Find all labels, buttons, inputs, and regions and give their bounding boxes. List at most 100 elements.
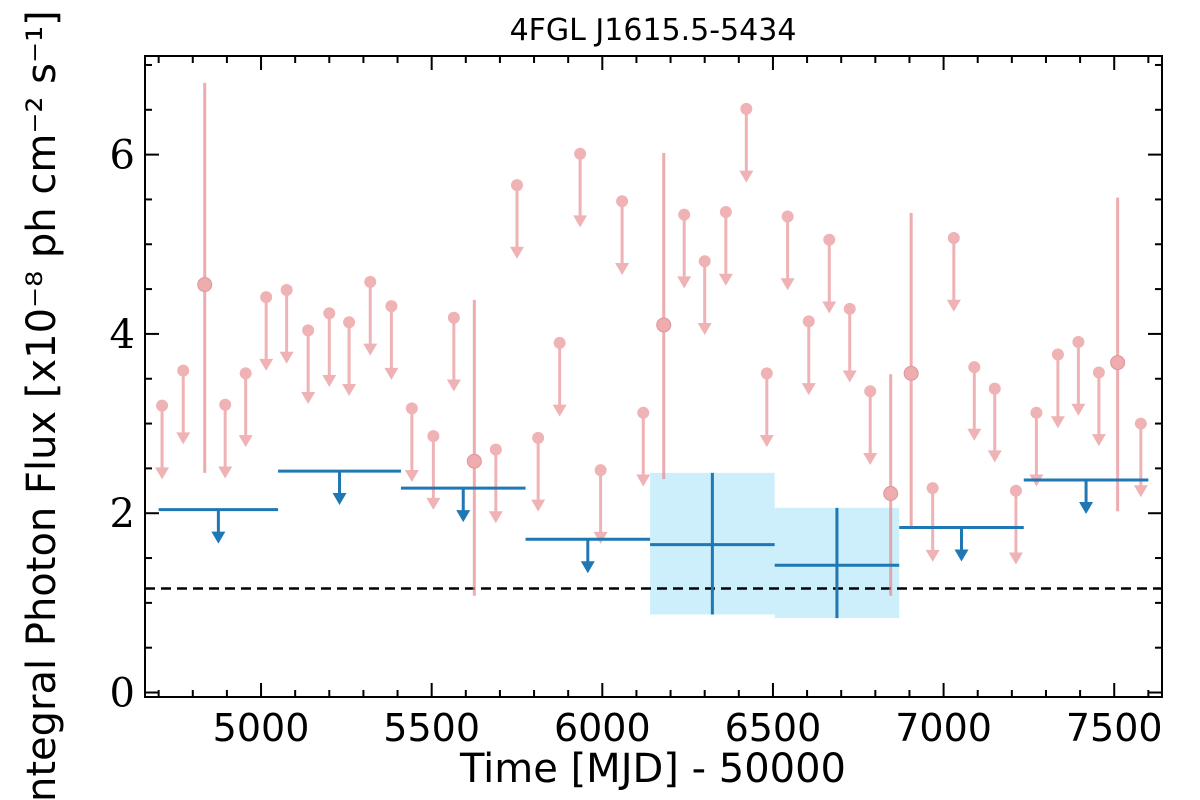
upper-limit-marker	[1030, 406, 1043, 419]
short-bin-upper-limit	[1091, 366, 1106, 447]
upper-limit-marker	[864, 385, 877, 398]
upper-limit-arrowhead	[384, 367, 399, 380]
upper-limit-arrowhead	[322, 375, 337, 388]
short-bin-upper-limit	[238, 367, 253, 448]
short-bin-upper-limit	[615, 195, 630, 275]
upper-limit-arrowhead	[531, 499, 546, 512]
upper-limit-marker	[1072, 335, 1085, 348]
upper-limit-marker	[323, 307, 336, 320]
short-bin-upper-limit	[342, 316, 357, 396]
short-bin-upper-limit	[1071, 335, 1086, 416]
short-bin-upper-limit	[925, 482, 940, 562]
long-bin-upper-limit	[158, 508, 279, 544]
short-bin-upper-limit	[155, 399, 170, 480]
long-bin-detection	[774, 507, 900, 619]
upper-limit-arrowhead	[822, 301, 837, 314]
upper-limit-marker	[988, 382, 1001, 395]
upper-limit-marker	[364, 275, 377, 288]
x-tick-label: 6000	[554, 706, 651, 750]
upper-limit-marker	[802, 315, 815, 328]
short-bin-detection	[1110, 197, 1126, 512]
short-bin-detection	[883, 374, 899, 596]
upper-limit-marker	[1051, 348, 1064, 361]
upper-limit-arrowhead	[218, 466, 233, 479]
upper-limit-arrowhead	[615, 262, 630, 275]
upper-limit-marker	[574, 147, 587, 160]
x-tick-label: 5500	[383, 706, 480, 750]
upper-limit-arrowhead	[739, 170, 754, 183]
short-bin-upper-limit	[426, 430, 441, 510]
upper-limit-arrowhead	[426, 497, 441, 510]
upper-limit-arrowhead	[155, 467, 170, 480]
upper-limit-marker	[1134, 417, 1147, 430]
short-bin-upper-limit	[967, 361, 982, 441]
upper-limit-marker	[926, 482, 939, 495]
upper-limit-marker	[823, 233, 836, 246]
y-axis-label: Integral Photon Flux [x10⁻⁸ ph cm⁻² s⁻¹]	[19, 10, 65, 800]
short-bin-upper-limit	[822, 233, 837, 314]
upper-limit-marker	[1092, 366, 1105, 379]
upper-limit-marker	[594, 464, 607, 477]
long-bin-upper-limit	[1023, 478, 1149, 515]
upper-limit-arrowhead	[925, 549, 940, 562]
short-bin-upper-limit	[946, 231, 961, 312]
upper-limit-arrowhead	[1133, 485, 1148, 498]
upper-limit-arrowhead	[759, 435, 774, 448]
short-bin-upper-limit	[279, 283, 294, 364]
upper-limit-marker	[553, 336, 566, 349]
upper-limit-arrowhead	[987, 450, 1002, 463]
upper-limit-marker	[968, 361, 981, 374]
upper-limit-arrowhead	[363, 343, 378, 356]
x-tick-label: 6500	[725, 706, 822, 750]
plot-area: 5000 5500 6000 6500 7000 7500 0 2 4 6	[110, 55, 1163, 750]
detection-marker	[197, 277, 213, 293]
upper-limit-marker	[489, 443, 502, 456]
upper-limit-marker	[760, 367, 773, 380]
long-bin-upper-limit	[278, 469, 401, 506]
short-bin-upper-limit	[697, 255, 712, 336]
short-bin-upper-limit	[1050, 348, 1065, 429]
y-tick-label: 0	[110, 671, 135, 717]
upper-limit-marker	[447, 311, 460, 324]
long-bin-detection	[650, 472, 775, 615]
detection-marker	[903, 365, 919, 381]
chart-title: 4FGL J1615.5-5434	[510, 13, 797, 48]
short-bin-upper-limit	[509, 179, 524, 259]
short-bin-detection	[197, 82, 213, 473]
upper-limit-marker	[1009, 484, 1022, 497]
upper-limit-marker	[637, 406, 650, 419]
upper-limit-arrowhead	[1008, 552, 1023, 565]
short-bin-upper-limit	[301, 324, 316, 405]
upper-limit-arrowhead	[552, 404, 567, 417]
short-bin-upper-limit	[176, 364, 191, 445]
short-bin-upper-limit	[446, 311, 461, 392]
upper-limit-marker	[947, 231, 960, 244]
upper-limit-arrowhead	[946, 299, 961, 312]
short-bin-upper-limit	[863, 385, 878, 466]
short-bin-upper-limit	[1133, 417, 1148, 498]
upper-limit-arrowhead	[509, 246, 524, 259]
upper-limit-marker	[302, 324, 315, 337]
upper-limit-arrowhead	[801, 383, 816, 396]
upper-limit-arrowhead	[863, 453, 878, 466]
upper-limit-marker	[532, 431, 545, 444]
y-tick-label: 4	[110, 312, 135, 358]
short-bin-detection	[903, 212, 919, 527]
upper-limit-marker	[385, 300, 398, 313]
upper-limit-marker	[177, 364, 190, 377]
upper-limit-marker	[616, 195, 629, 208]
detection-marker	[883, 485, 899, 501]
upper-limit-arrowhead	[967, 428, 982, 441]
upper-limit-marker	[280, 283, 293, 296]
upper-limit-marker	[427, 430, 440, 443]
upper-limit-marker	[510, 179, 523, 192]
short-bin-upper-limit	[384, 300, 399, 380]
x-tick-label: 7000	[895, 706, 992, 750]
upper-limit-arrowhead	[238, 435, 253, 448]
short-bin-upper-limit	[259, 291, 274, 371]
upper-limit-arrowhead	[718, 273, 733, 286]
short-bin-detection	[466, 299, 482, 596]
upper-limit-marker	[156, 399, 169, 412]
